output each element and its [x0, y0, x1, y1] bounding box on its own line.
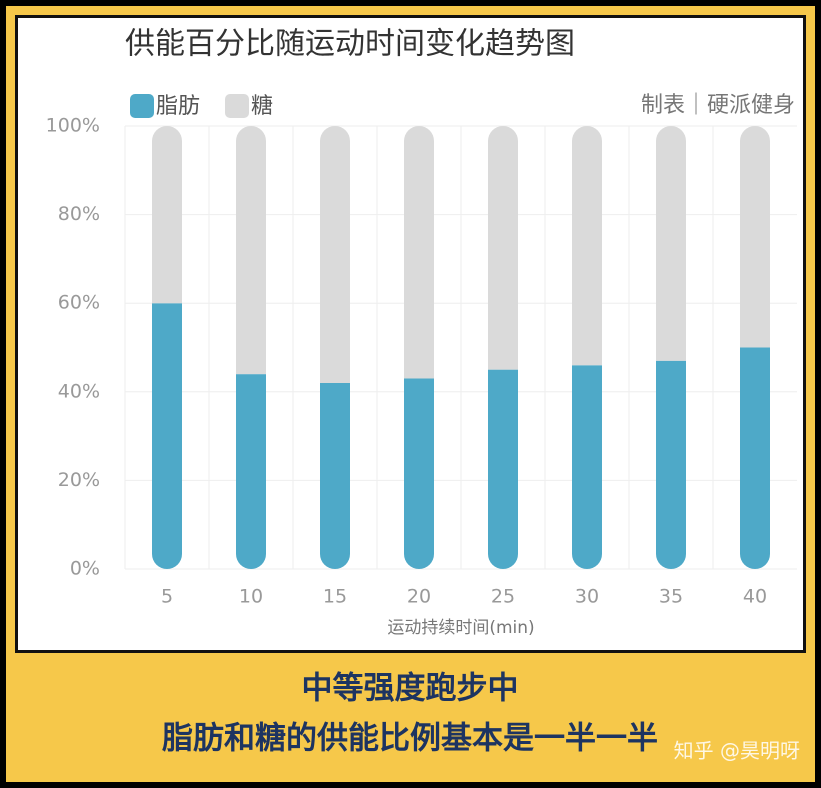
source-note: 制表｜硬派健身 — [641, 93, 795, 118]
bar-segment — [404, 126, 434, 379]
bar-segment — [488, 369, 518, 569]
x-tick-label: 30 — [575, 586, 599, 608]
bar-segment — [152, 303, 182, 569]
legend-swatch — [225, 94, 249, 118]
bar-segment — [404, 378, 434, 569]
y-tick-label: 20% — [58, 469, 100, 491]
bar-segment — [320, 382, 350, 569]
bar-segment — [656, 360, 686, 569]
x-axis-label: 运动持续时间(min) — [387, 618, 534, 638]
x-tick-label: 15 — [323, 586, 347, 608]
bar-segment — [488, 126, 518, 370]
caption-line: 脂肪和糖的供能比例基本是一半一半 — [162, 721, 658, 757]
bar-segment — [236, 374, 266, 569]
bar-segment — [320, 126, 350, 383]
bar-segment — [656, 126, 686, 361]
bar-segment — [740, 126, 770, 348]
x-tick-label: 35 — [659, 586, 683, 608]
bar-segment — [236, 126, 266, 375]
chart-title: 供能百分比随运动时间变化趋势图 — [125, 27, 575, 62]
bar-segment — [572, 365, 602, 569]
bar-segment — [152, 126, 182, 304]
legend-label: 脂肪 — [156, 94, 200, 119]
x-tick-label: 10 — [239, 586, 263, 608]
watermark: 知乎 @昊明呀 — [674, 739, 800, 763]
x-tick-label: 40 — [743, 586, 767, 608]
y-tick-label: 0% — [70, 558, 100, 580]
x-tick-label: 25 — [491, 586, 515, 608]
bar-segment — [740, 347, 770, 569]
y-tick-label: 100% — [46, 115, 100, 137]
x-tick-label: 5 — [161, 586, 173, 608]
y-tick-label: 60% — [58, 292, 100, 314]
bar-segment — [572, 126, 602, 366]
y-tick-label: 80% — [58, 203, 100, 225]
x-tick-label: 20 — [407, 586, 431, 608]
y-tick-label: 40% — [58, 380, 100, 402]
caption-line: 中等强度跑步中 — [302, 671, 519, 707]
legend-label: 糖 — [251, 94, 273, 119]
legend-swatch — [130, 94, 154, 118]
